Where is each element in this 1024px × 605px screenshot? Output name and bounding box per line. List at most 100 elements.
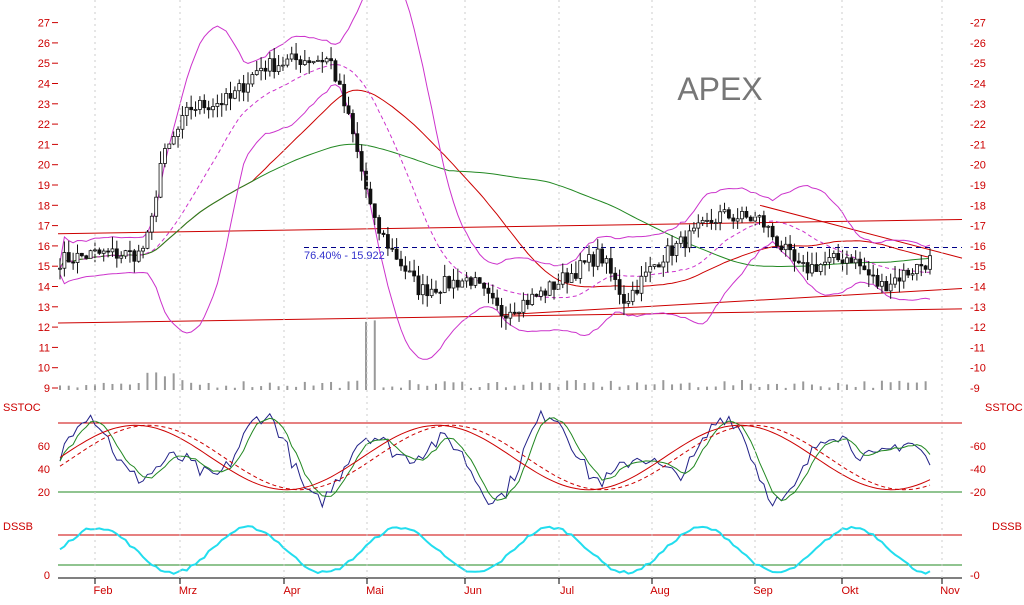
candle-body bbox=[193, 109, 198, 111]
candle-body bbox=[372, 203, 377, 218]
candle-body bbox=[167, 143, 172, 149]
price-ytick-right: -20 bbox=[970, 160, 986, 172]
candle-body bbox=[237, 83, 242, 92]
candle-body bbox=[97, 249, 102, 254]
volume-bar bbox=[102, 382, 105, 390]
price-ytick-right: -10 bbox=[970, 363, 986, 375]
price-ytick-right: -12 bbox=[970, 322, 986, 334]
candle-body bbox=[224, 93, 229, 106]
candle-body bbox=[429, 288, 434, 297]
candle-body bbox=[473, 277, 478, 286]
volume-bar bbox=[889, 382, 892, 390]
candle-body bbox=[665, 245, 670, 263]
candle-body bbox=[600, 248, 605, 264]
candle-body bbox=[438, 291, 443, 294]
price-ytick-right: -15 bbox=[970, 261, 986, 273]
candle-body bbox=[490, 292, 495, 299]
candle-body bbox=[263, 67, 268, 72]
candle-body bbox=[792, 249, 797, 262]
candle-body bbox=[346, 105, 351, 114]
candle-body bbox=[810, 264, 814, 274]
candle-body bbox=[512, 311, 517, 314]
candle-body bbox=[219, 103, 224, 106]
volume-bar bbox=[679, 383, 682, 390]
candle-body bbox=[788, 243, 793, 251]
price-ytick-right: -18 bbox=[970, 200, 986, 212]
volume-bar bbox=[225, 385, 228, 390]
dssb-ytick-right: -0 bbox=[970, 570, 980, 582]
price-ytick-left: 25 bbox=[38, 58, 50, 70]
chart-title: APEX bbox=[677, 71, 762, 107]
candle-body bbox=[635, 289, 639, 294]
candle-body bbox=[670, 245, 674, 256]
candle-body bbox=[818, 264, 823, 272]
fib-label: 76.40% - 15.922 bbox=[304, 250, 385, 262]
price-ytick-left: 11 bbox=[39, 342, 50, 354]
volume-bar bbox=[609, 380, 612, 390]
candle-body bbox=[289, 53, 294, 60]
candle-body bbox=[486, 287, 491, 294]
price-ytick-left: 24 bbox=[38, 79, 50, 91]
candle-body bbox=[923, 265, 928, 270]
candle-body bbox=[683, 236, 688, 249]
price-ytick-left: 22 bbox=[38, 119, 50, 131]
sstoc-ytick-right: -60 bbox=[970, 441, 986, 453]
price-ytick-right: -22 bbox=[970, 119, 986, 131]
candle-body bbox=[101, 250, 106, 254]
volume-bar bbox=[627, 385, 630, 390]
volume-bar bbox=[706, 386, 709, 390]
candle-body bbox=[678, 236, 683, 244]
volume-bar bbox=[303, 381, 306, 390]
x-label: Feb bbox=[94, 585, 113, 597]
candle-body bbox=[447, 276, 451, 289]
volume-bar bbox=[181, 380, 184, 390]
candle-body bbox=[276, 65, 281, 73]
candle-body bbox=[337, 80, 342, 85]
candle-body bbox=[132, 250, 137, 262]
candle-body bbox=[726, 209, 731, 219]
candle-body bbox=[928, 255, 932, 270]
sstoc-ytick-right: -20 bbox=[970, 487, 986, 499]
candle-body bbox=[718, 211, 723, 223]
candle-body bbox=[735, 218, 740, 222]
x-label: Jun bbox=[464, 585, 482, 597]
price-ytick-left: 9 bbox=[44, 383, 50, 395]
volume-bar bbox=[382, 387, 385, 390]
candle-body bbox=[189, 106, 194, 111]
price-ytick-right: -11 bbox=[970, 342, 985, 354]
candle-body bbox=[796, 260, 801, 264]
volume-bar bbox=[802, 381, 805, 390]
volume-bar bbox=[583, 383, 586, 390]
volume-bar bbox=[924, 381, 927, 390]
volume-bar bbox=[688, 382, 691, 390]
candle-body bbox=[573, 273, 578, 279]
price-ytick-right: -13 bbox=[970, 302, 986, 314]
candle-body bbox=[154, 196, 159, 217]
candle-body bbox=[687, 230, 692, 249]
volume-bar bbox=[566, 380, 569, 390]
candle-body bbox=[713, 222, 718, 224]
volume-bar bbox=[338, 387, 341, 390]
volume-bar bbox=[775, 383, 778, 390]
candle-body bbox=[823, 261, 827, 265]
volume-bar bbox=[146, 372, 149, 390]
candle-body bbox=[412, 270, 417, 277]
candle-body bbox=[119, 255, 124, 259]
dssb-ytick-left: 0 bbox=[44, 570, 50, 582]
price-ytick-left: 26 bbox=[38, 38, 50, 50]
candle-body bbox=[329, 58, 333, 62]
volume-bar bbox=[391, 386, 394, 390]
volume-bar bbox=[513, 385, 516, 390]
candle-body bbox=[425, 284, 430, 297]
candle-body bbox=[556, 283, 561, 290]
volume-bar bbox=[880, 380, 883, 390]
candle-body bbox=[368, 188, 373, 205]
candle-body bbox=[66, 252, 71, 263]
volume-bar bbox=[478, 387, 481, 390]
candle-body bbox=[176, 128, 180, 137]
x-label: Sep bbox=[753, 585, 773, 597]
candle-body bbox=[110, 248, 115, 253]
volume-bar bbox=[854, 386, 857, 390]
candle-body bbox=[394, 248, 399, 260]
